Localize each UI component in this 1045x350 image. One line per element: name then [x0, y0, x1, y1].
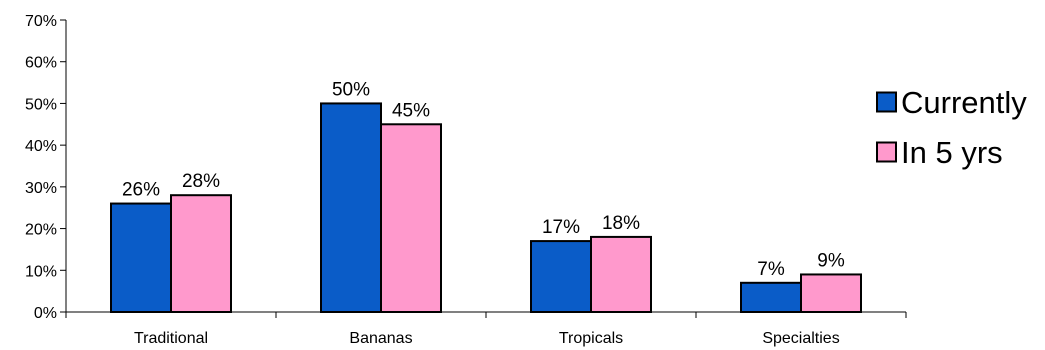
- x-tick-label: Tropicals: [559, 330, 623, 347]
- bar: [800, 273, 862, 314]
- legend-swatch: [876, 141, 897, 163]
- bar: [590, 235, 652, 314]
- legend-label: In 5 yrs: [901, 135, 1003, 170]
- y-axis: 0% 10% 20% 30% 40% 50% 60% 70%: [25, 13, 67, 322]
- x-axis: Traditional Bananas Tropicals Specialties: [65, 311, 907, 347]
- data-label: 17%: [542, 217, 580, 238]
- x-tick-label: Bananas: [349, 330, 412, 347]
- bar: [740, 281, 802, 313]
- x-tick-label: Traditional: [134, 330, 208, 347]
- data-labels: 26% 28% 50% 45% 17% 18% 7% 9%: [122, 79, 845, 279]
- y-tick-label: 40%: [25, 138, 57, 155]
- bar: [320, 102, 382, 313]
- bar: [170, 194, 232, 313]
- bars: [110, 102, 862, 314]
- bar: [380, 123, 442, 313]
- legend-label: Currently: [901, 85, 1027, 120]
- data-label: 45%: [392, 100, 430, 121]
- y-tick-label: 30%: [25, 180, 57, 197]
- legend-swatch: [876, 91, 897, 113]
- y-tick-label: 70%: [25, 13, 57, 30]
- data-label: 26%: [122, 180, 160, 201]
- data-label: 50%: [332, 79, 370, 100]
- data-label: 28%: [182, 171, 220, 192]
- y-tick-label: 20%: [25, 222, 57, 239]
- x-tick-label: Specialties: [762, 330, 839, 347]
- y-tick-label: 10%: [25, 263, 57, 280]
- y-tick-label: 0%: [34, 305, 57, 322]
- data-label: 18%: [602, 213, 640, 234]
- data-label: 9%: [817, 250, 845, 271]
- y-tick-label: 50%: [25, 96, 57, 113]
- bar: [110, 202, 172, 314]
- bar: [530, 240, 592, 313]
- data-label: 7%: [757, 259, 785, 280]
- legend: Currently In 5 yrs: [876, 85, 1027, 170]
- y-tick-label: 60%: [25, 55, 57, 72]
